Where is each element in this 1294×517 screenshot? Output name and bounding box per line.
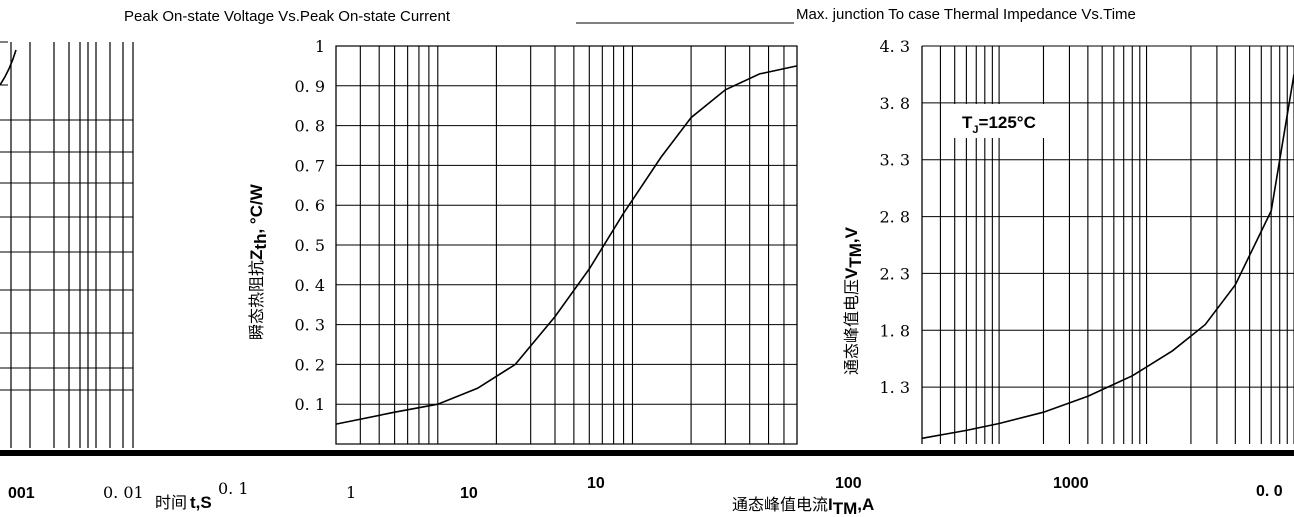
junction-temperature-annotation: TJ=125°C [962, 113, 1036, 136]
middle-y-tick-label: 0. 6 [294, 196, 325, 215]
middle-chart-frame [335, 45, 798, 445]
right-y-axis-label-sub: TM [846, 243, 865, 268]
bottom-x-axis-label-unit: ,A [857, 495, 874, 514]
right-chart-series-line [921, 74, 1294, 440]
middle-y-tick-label: 0. 2 [294, 355, 325, 374]
right-y-tick-label: 4. 3 [879, 37, 910, 56]
middle-y-tick-label: 0. 1 [294, 395, 325, 414]
annotation-background [944, 104, 1064, 138]
right-y-axis-label-symbol: V [842, 267, 861, 279]
bottom-x-tick-label: 10 [587, 475, 605, 492]
middle-y-tick-label: 1 [315, 37, 325, 56]
right-y-axis-label-cn: 通态峰值电压 [842, 279, 861, 375]
annotation-symbol: T [962, 113, 973, 132]
right-y-tick-label: 2. 8 [879, 208, 910, 227]
bottom-x-axis-label-sub: TM [833, 499, 858, 517]
middle-y-tick-label: 0. 7 [294, 156, 325, 175]
middle-y-axis-label-unit: , °C/W [247, 183, 266, 233]
left-x-tick-label: 1 [346, 483, 356, 502]
bottom-x-axis-label: 通态峰值电流ITM,A [732, 495, 874, 517]
right-y-tick-label: 3. 8 [879, 94, 910, 113]
left-x-tick-label: 001 [8, 485, 35, 502]
middle-y-tick-label: 0. 4 [294, 276, 325, 295]
bottom-x-tick-label: 100 [835, 475, 862, 492]
bottom-x-axis-label-symbol: I [828, 495, 833, 514]
right-y-axis-label-unit: ,V [842, 226, 861, 243]
bottom-x-axis-label-cn: 通态峰值电流 [732, 495, 828, 514]
bottom-x-tick-label: 0. 0 [1256, 483, 1283, 500]
middle-chart-series-line [335, 65, 798, 425]
middle-chart-grid [335, 45, 798, 445]
middle-y-tick-label: 0. 3 [294, 316, 325, 335]
bottom-axis-bar [0, 450, 1294, 456]
annotation-sub: J [972, 124, 978, 136]
right-y-tick-label: 1. 3 [879, 378, 910, 397]
right-y-axis-label: 通态峰值电压VTM,V [842, 226, 865, 375]
left-chart-title: Peak On-state Voltage Vs.Peak On-state C… [124, 8, 451, 25]
right-y-tick-label: 1. 8 [879, 321, 910, 340]
left-x-axis-label-cn: 时间 [155, 493, 187, 512]
middle-y-tick-label: 0. 5 [294, 236, 325, 255]
right-y-tick-label: 3. 3 [879, 151, 910, 170]
left-chart-grid [0, 41, 134, 448]
left-x-tick-label: 0. 01 [103, 483, 144, 502]
left-x-axis-label: t,S [190, 493, 212, 512]
middle-y-axis-label-sub: th [251, 234, 270, 250]
left-x-tick-label: 0. 1 [218, 479, 249, 498]
middle-y-tick-label: 0. 9 [294, 77, 325, 96]
right-y-tick-label: 2. 3 [879, 264, 910, 283]
right-chart-grid [921, 45, 1294, 444]
bottom-x-tick-label: 1000 [1053, 475, 1089, 492]
annotation-value: =125°C [979, 113, 1036, 132]
middle-y-axis-label-symbol: Z [247, 250, 266, 260]
middle-y-tick-label: 0. 8 [294, 117, 325, 136]
left-x-tick-label: 10 [460, 485, 478, 502]
left-chart-curve-fragment [0, 49, 17, 86]
middle-chart-y-axis: 0. 1 0. 2 0. 3 0. 4 0. 5 0. 6 0. 7 0. 8 0. 9 1 [294, 37, 325, 414]
right-chart-y-axis: 1. 3 1. 8 2. 3 2. 8 3. 3 3. 8 4. 3 [879, 37, 910, 397]
middle-y-axis-label: 瞬态热阻抗Zth, °C/W [247, 183, 270, 340]
right-chart-title: Max. junction To case Thermal Impedance … [796, 6, 1136, 23]
middle-y-axis-label-cn: 瞬态热阻抗 [247, 260, 266, 340]
